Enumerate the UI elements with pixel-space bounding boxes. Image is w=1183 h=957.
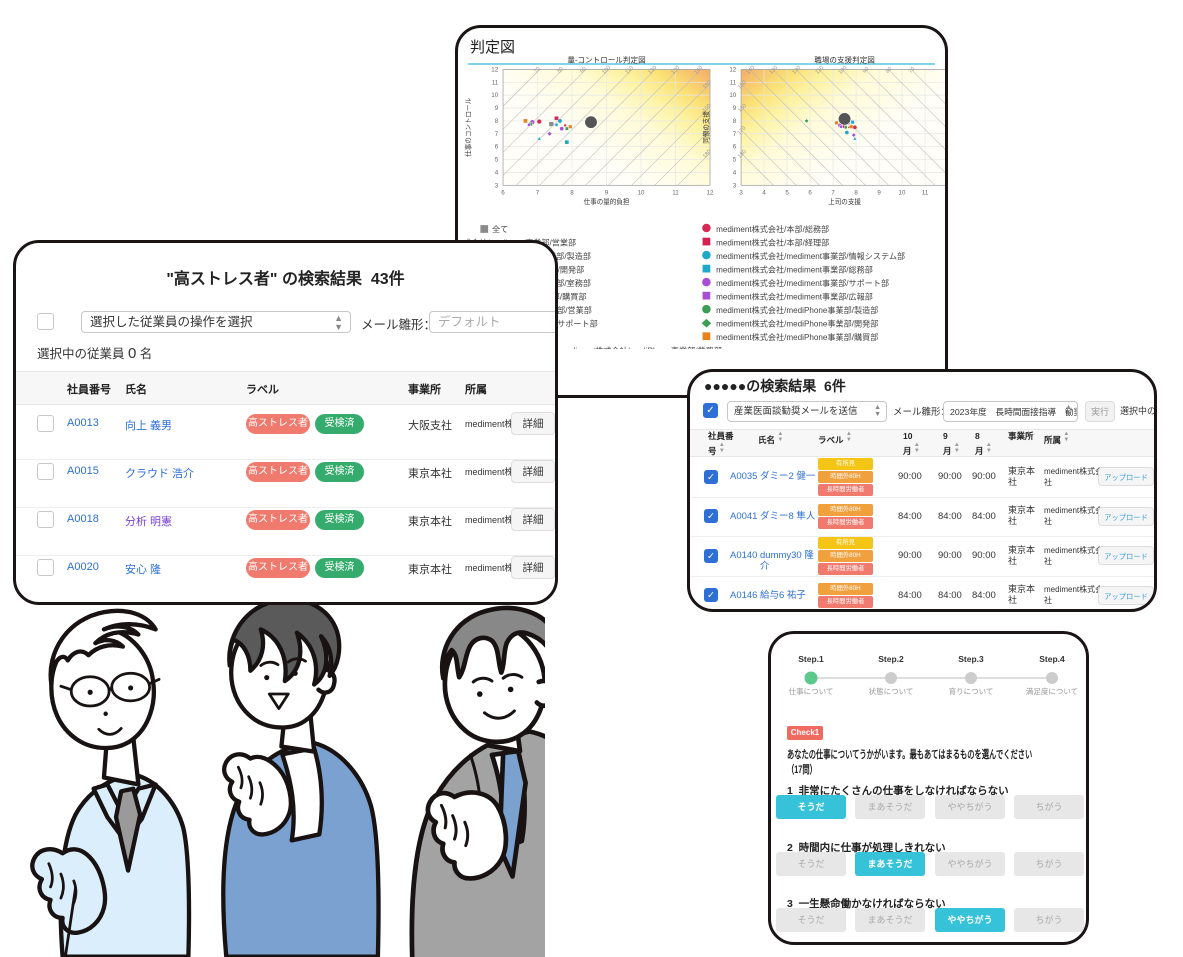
svg-text:全て: 全て — [492, 224, 508, 234]
svg-text:mediment株式会社/mediment事業部/広報部: mediment株式会社/mediment事業部/広報部 — [716, 292, 873, 302]
svg-text:4: 4 — [495, 169, 499, 176]
svg-text:量-コントロール判定図: 量-コントロール判定図 — [567, 54, 645, 64]
svg-text:10: 10 — [899, 189, 906, 196]
svg-text:職場の支援判定図: 職場の支援判定図 — [814, 54, 875, 64]
svg-text:5: 5 — [495, 157, 499, 164]
svg-text:mediment株式会社/mediPhone事業部/購買部: mediment株式会社/mediPhone事業部/購買部 — [716, 332, 878, 342]
svg-text:育りについて: 育りについて — [949, 686, 994, 696]
svg-text:10: 10 — [491, 92, 498, 99]
svg-text:7: 7 — [831, 189, 835, 196]
svg-text:上司の支援: 上司の支援 — [828, 197, 861, 206]
svg-text:8: 8 — [570, 189, 574, 196]
svg-text:6: 6 — [501, 189, 505, 196]
svg-text:仕事のコントロール: 仕事のコントロール — [464, 97, 473, 156]
svg-text:11: 11 — [730, 79, 737, 86]
svg-text:9: 9 — [605, 189, 609, 196]
svg-text:mediment株式会社/mediment事業部/サポート部: mediment株式会社/mediment事業部/サポート部 — [716, 278, 889, 288]
svg-text:6: 6 — [808, 189, 812, 196]
svg-text:mediment株式会社/本部/総務部: mediment株式会社/本部/総務部 — [716, 224, 829, 234]
svg-text:9: 9 — [877, 189, 881, 196]
svg-text:8: 8 — [495, 118, 499, 125]
svg-text:4: 4 — [762, 189, 766, 196]
svg-text:12: 12 — [945, 189, 946, 196]
svg-text:8: 8 — [854, 189, 858, 196]
svg-text:10: 10 — [638, 189, 645, 196]
svg-text:3: 3 — [495, 182, 499, 189]
svg-text:mediment株式会社/mediPhone事業部/製造部: mediment株式会社/mediPhone事業部/製造部 — [716, 305, 878, 315]
svg-text:9: 9 — [495, 105, 499, 112]
svg-text:11: 11 — [492, 79, 499, 86]
svg-text:Step.4: Step.4 — [1039, 654, 1065, 664]
svg-text:mediment株式会社/mediment事業部/総務部: mediment株式会社/mediment事業部/総務部 — [716, 264, 873, 274]
svg-text:同僚の支援: 同僚の支援 — [702, 111, 711, 144]
svg-text:12: 12 — [729, 66, 736, 73]
svg-text:mediment株式会社/mediment事業部/情報システ: mediment株式会社/mediment事業部/情報システム部 — [716, 251, 905, 261]
svg-text:状態について: 状態について — [869, 686, 914, 696]
svg-text:3: 3 — [733, 182, 737, 189]
svg-text:11: 11 — [672, 189, 679, 196]
svg-text:7: 7 — [536, 189, 540, 196]
svg-text:10: 10 — [729, 92, 736, 99]
svg-text:mediment株式会社/本部/経理部: mediment株式会社/本部/経理部 — [716, 237, 829, 247]
svg-text:11: 11 — [922, 189, 929, 196]
svg-text:mediment株式会社/mediPhone事業部/開発部: mediment株式会社/mediPhone事業部/開発部 — [716, 319, 878, 329]
svg-text:仕事について: 仕事について — [789, 686, 834, 696]
svg-text:Step.3: Step.3 — [958, 654, 984, 664]
svg-text:5: 5 — [785, 189, 789, 196]
svg-text:6: 6 — [733, 144, 737, 151]
svg-text:7: 7 — [495, 131, 499, 138]
svg-text:仕事の量的負担: 仕事の量的負担 — [584, 197, 630, 206]
svg-text:6: 6 — [495, 144, 499, 151]
svg-text:4: 4 — [733, 169, 737, 176]
svg-text:Step.2: Step.2 — [878, 654, 904, 664]
svg-text:満足度について: 満足度について — [1026, 686, 1078, 696]
svg-text:5: 5 — [733, 157, 737, 164]
svg-text:12: 12 — [491, 66, 498, 73]
svg-text:Step.1: Step.1 — [798, 654, 824, 664]
svg-text:7: 7 — [733, 131, 737, 138]
svg-text:8: 8 — [733, 118, 737, 125]
svg-text:mediment株式会社/mediPhone事業部/業務部: mediment株式会社/mediPhone事業部/業務部 — [560, 346, 722, 349]
svg-text:9: 9 — [733, 105, 737, 112]
svg-text:3: 3 — [739, 189, 743, 196]
svg-text:12: 12 — [707, 189, 714, 196]
